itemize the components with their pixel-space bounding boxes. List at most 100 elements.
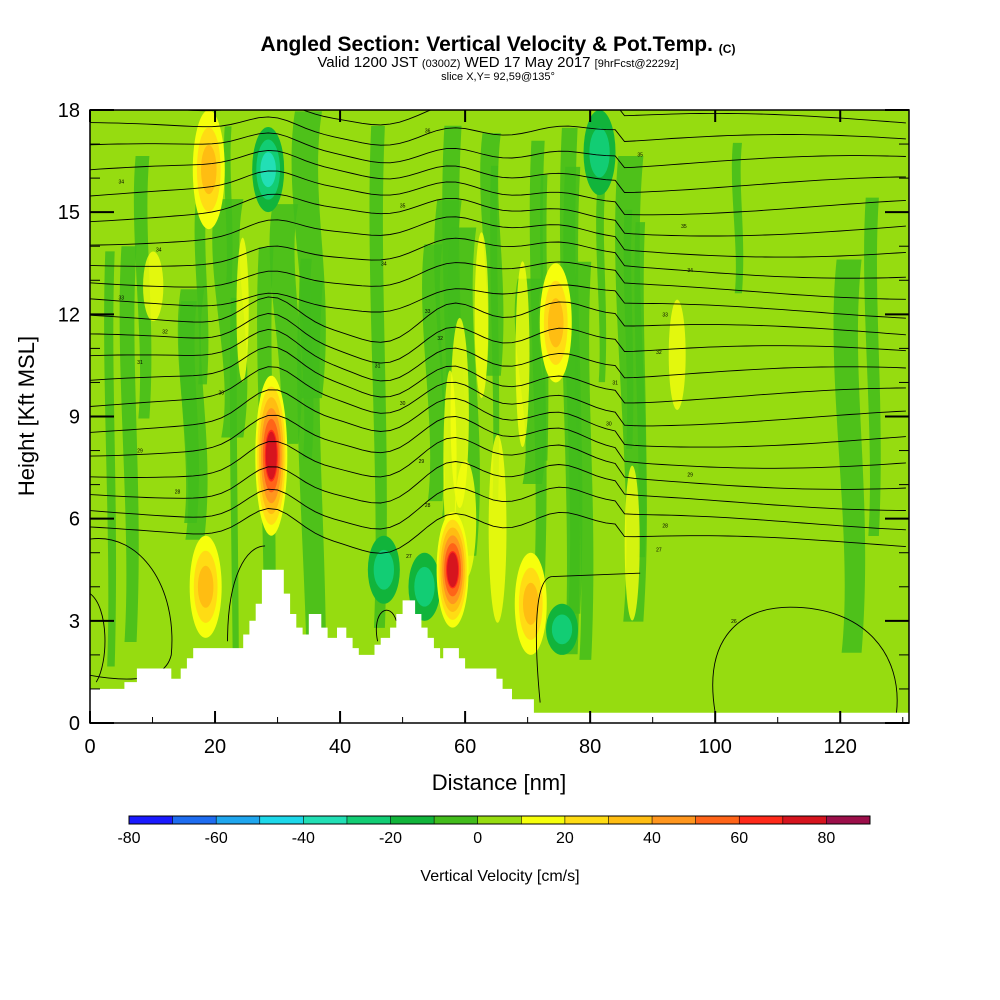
weak-downdraft-streak xyxy=(559,127,580,655)
theta-contour-line xyxy=(90,414,906,469)
title-mark: (C) xyxy=(718,42,736,56)
y-tick-label: 18 xyxy=(58,100,80,122)
y-tick-label: 15 xyxy=(58,202,80,224)
updraft-cell xyxy=(265,431,277,480)
theta-contour-label: 28 xyxy=(425,503,431,509)
colorbar-swatch xyxy=(346,816,391,824)
weak-downdraft-streak xyxy=(269,204,302,444)
theta-contour-label: 34 xyxy=(381,261,387,267)
colorbar-swatch xyxy=(739,816,783,824)
colorbar-swatch xyxy=(564,816,609,824)
colorbar: -80 -60 -40 -20 0 20 40 60 80 Vertical Velocity [… xyxy=(117,815,871,885)
y-tick-label: 6 xyxy=(69,509,80,531)
theta-contour-line xyxy=(375,609,397,642)
y-tick-label: 3 xyxy=(69,611,80,633)
colorbar-swatch xyxy=(826,816,870,824)
colorbar-tick-label: 0 xyxy=(473,830,482,847)
theta-contour-label: 34 xyxy=(687,268,693,274)
updraft-cell xyxy=(197,565,214,608)
theta-contour-line xyxy=(90,237,906,279)
theta-contour-label: 32 xyxy=(656,350,662,356)
terrain-profile xyxy=(90,569,909,723)
colorbar-tick-label: 60 xyxy=(730,830,748,847)
theta-contour-label: 26 xyxy=(731,619,737,625)
colorbar-swatch xyxy=(434,816,478,824)
vertical-velocity-field xyxy=(90,110,909,723)
slice-info: slice X,Y= 92,59@135° xyxy=(441,71,555,83)
theta-contour-label: 28 xyxy=(175,489,181,495)
theta-contour-line xyxy=(90,508,906,554)
weak-updraft-streak xyxy=(624,465,640,621)
weak-downdraft-streak xyxy=(615,155,647,622)
theta-contour-line xyxy=(90,366,906,427)
colorbar-tick-label: -80 xyxy=(117,830,140,847)
theta-contour-line xyxy=(90,486,906,531)
theta-contour-line xyxy=(180,110,906,126)
weak-downdraft-streak xyxy=(133,156,152,419)
theta-contour-line xyxy=(90,116,906,146)
weak-updraft-streak xyxy=(474,232,489,399)
theta-contour-line xyxy=(90,261,906,300)
valid-time: Valid 1200 JST xyxy=(317,54,418,71)
x-tick-label: 20 xyxy=(204,736,226,758)
colorbar-swatch xyxy=(303,816,347,824)
downdraft-cell xyxy=(414,566,435,607)
colorbar-swatch xyxy=(608,816,653,824)
forecast-info: [9hrFcst@2229z] xyxy=(594,58,679,70)
colorbar-swatch xyxy=(477,816,522,824)
theta-contour-label: 33 xyxy=(662,312,668,318)
colorbar-swatch xyxy=(390,816,435,824)
chart-subtitle: Valid 1200 JST (0300Z) WED 17 May 2017 [… xyxy=(0,54,1000,71)
theta-contour-line xyxy=(90,216,906,258)
theta-contour-line xyxy=(90,284,906,319)
theta-contour-line xyxy=(90,593,106,683)
theta-contour-label: 33 xyxy=(425,309,431,315)
theta-contour-label: 30 xyxy=(606,421,612,427)
x-tick-label: 40 xyxy=(329,736,351,758)
colorbar-swatch xyxy=(129,816,173,824)
colorbar-tick-label: -40 xyxy=(292,830,315,847)
terrain xyxy=(90,569,909,723)
theta-contour-label: 30 xyxy=(400,401,406,407)
x-tick-label: 100 xyxy=(699,736,732,758)
downdraft-cell xyxy=(260,152,276,188)
theta-contour-line xyxy=(90,170,906,216)
theta-contour-label: 34 xyxy=(118,180,124,186)
y-axis-label: Height [Kft MSL] xyxy=(14,336,39,496)
x-tick-label: 60 xyxy=(454,736,476,758)
theta-contour-line xyxy=(90,538,173,680)
colorbar-tick-label: -60 xyxy=(205,830,228,847)
theta-contour-label: 32 xyxy=(162,329,168,335)
weak-downdraft-streak xyxy=(177,289,208,540)
weak-downdraft-streak xyxy=(119,246,139,643)
downdraft-cell xyxy=(589,127,610,178)
colorbar-tick-label: 40 xyxy=(643,830,661,847)
colorbar-swatch xyxy=(695,816,740,824)
theta-contour-label: 31 xyxy=(612,380,618,386)
updraft-cell xyxy=(201,145,217,195)
weak-updraft-streak xyxy=(488,434,507,623)
theta-contour-label: 34 xyxy=(156,248,162,254)
potential-temperature-contours: 36 35 34 35 35 34 34 34 33 33 33 32 32 32 31 31 31 30 30 30… xyxy=(90,110,906,713)
x-axis-label: Distance [nm] xyxy=(432,770,567,795)
x-tick-label: 0 xyxy=(84,736,95,758)
theta-contour-label: 27 xyxy=(656,547,662,553)
colorbar-tick-label: 80 xyxy=(818,830,836,847)
weak-updraft-streak xyxy=(668,299,686,410)
theta-contour-label: 35 xyxy=(681,224,687,230)
updraft-cell xyxy=(447,552,459,588)
colorbar-frame xyxy=(128,815,871,825)
colorbar-label: Vertical Velocity [cm/s] xyxy=(420,868,579,885)
x-tick-label: 80 xyxy=(579,736,601,758)
y-tick-label: 12 xyxy=(58,304,80,326)
colorbar-swatch xyxy=(259,816,304,824)
theta-contour-label: 33 xyxy=(118,295,124,301)
weak-updraft-streak xyxy=(236,237,249,382)
theta-contour-line xyxy=(712,606,898,713)
y-tick-label: 0 xyxy=(69,713,80,735)
theta-contour-line xyxy=(90,346,906,404)
title-text: Angled Section: Vertical Velocity & Pot.… xyxy=(260,33,713,56)
colorbar-swatch xyxy=(652,816,696,824)
